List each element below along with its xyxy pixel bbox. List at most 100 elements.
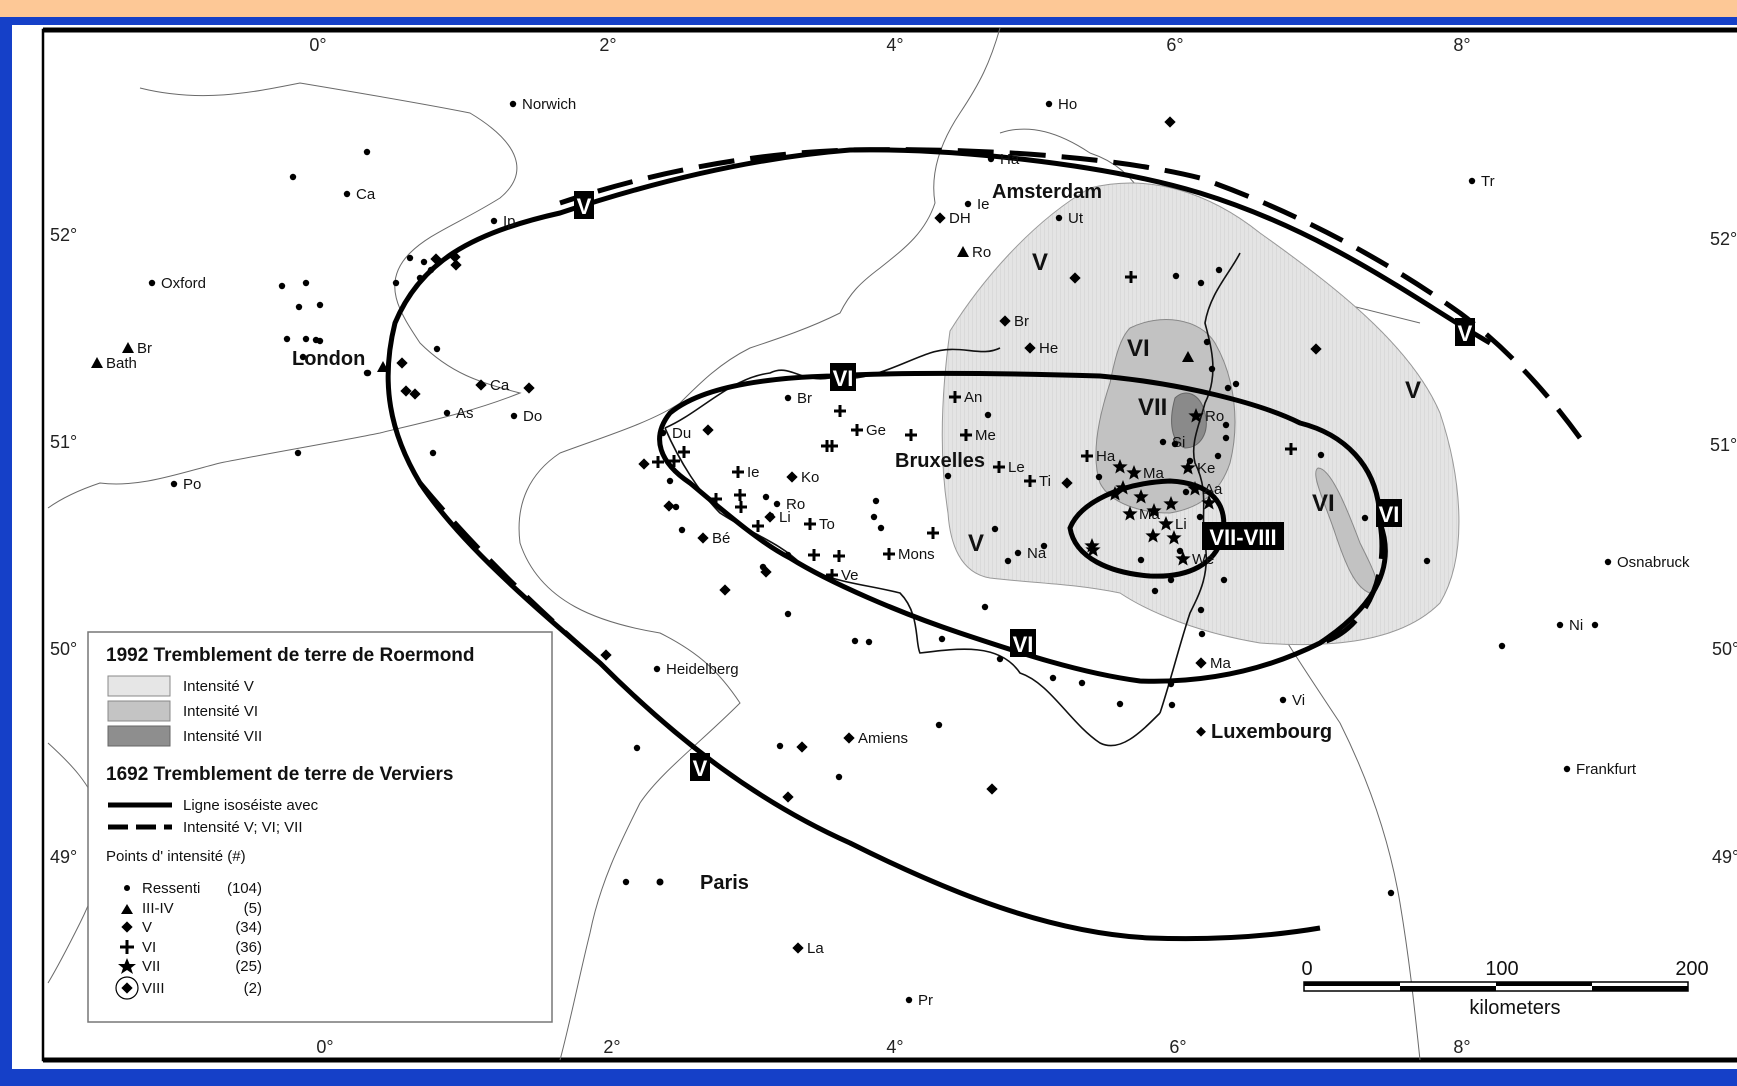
zone-intensity-vii [1171,392,1207,449]
intensity-dot [1168,701,1176,709]
city-label: Ti [1039,473,1051,490]
city-label: Ca [490,377,510,394]
city-diamond [1196,726,1206,737]
legend-point-label: VI [142,939,156,956]
intensity-dot [1095,473,1103,481]
city-dot [1159,438,1167,446]
legend-title-1692: 1692 Tremblement de terre de Verviers [106,764,453,785]
city-dot [1279,696,1287,704]
intensity-star [1115,480,1131,495]
legend-zone-vii: Intensité VII [183,728,262,745]
city-label: DH [949,210,971,227]
legend-circled-diamond-icon [115,976,139,1000]
lon-tick-bottom: 8° [1453,1037,1470,1057]
intensity-cross [668,455,680,467]
city-dot [443,409,451,417]
city-label: Ma [1143,465,1164,482]
intensity-triangle [1182,351,1194,362]
city-label: Vi [1292,692,1305,709]
legend-triangle-icon [121,904,133,914]
intensity-diamond [1069,272,1081,284]
zone-label: VI [1127,335,1150,362]
scale-tick-0: 0 [1301,958,1312,980]
city-star [1175,551,1191,566]
city-diamond [1195,657,1207,669]
isoseismal-vi-solid [657,370,1388,684]
intensity-dot [1197,606,1205,614]
intensity-dot [944,472,952,480]
svg-text:VII-VIII: VII-VIII [1209,525,1276,550]
legend-swatch-vi [107,700,171,722]
intensity-dot [851,637,859,645]
legend-cross-icon [120,940,134,954]
intensity-dot [935,721,943,729]
city-dot [659,429,667,437]
city-label-luxembourg: Luxembourg [1211,721,1332,743]
legend-title-1992: 1992 Tremblement de terre de Roermond [106,645,475,666]
lat-tick-right: 49° [1712,847,1737,867]
city-label: Ip [503,213,516,230]
city-label: Ke [1197,460,1215,477]
intensity-dot [1186,457,1194,465]
legend: 1992 Tremblement de terre de Roermond In… [87,631,553,1023]
lon-tick-bottom: 6° [1169,1037,1186,1057]
border-belgium-germany [1159,252,1241,714]
city-label: Ni [1569,617,1583,634]
city-label: Du [672,425,691,442]
legend-zone-vi: Intensité VI [183,703,258,720]
intensity-dot [1078,679,1086,687]
intensity-dot [1040,542,1048,550]
intensity-diamond [796,741,808,753]
isoseismal-v-dashed-south [418,481,602,665]
intensity-dot [984,411,992,419]
intensity-dot [1176,547,1184,555]
city-label: Ko [801,469,819,486]
intensity-dot [1498,642,1506,650]
zone-label: VII [1138,394,1167,421]
intensity-dot [302,279,310,287]
intensity-dot [1208,365,1216,373]
city-label: Po [183,476,201,493]
city-diamond [792,942,804,954]
svg-text:V: V [1458,321,1473,346]
isoseismal-v-solid [385,147,1492,942]
intensity-dot [672,503,680,511]
intensity-dot [278,282,286,290]
intensity-diamond [986,783,998,795]
intensity-diamond [1310,343,1322,355]
intensity-dot [767,512,775,520]
intensity-dot [289,173,297,181]
city-label: Ut [1068,210,1084,227]
intensity-dot [1198,630,1206,638]
intensity-cross [652,456,664,468]
legend-swatch-v [107,675,171,697]
city-dot [1604,558,1612,566]
lon-tick-top: 8° [1453,35,1470,55]
intensity-dot [759,563,767,571]
svg-text:V: V [693,756,708,781]
city-label: We [1192,551,1214,568]
intensity-dot [295,303,303,311]
isoseismal-v-dashed-north [559,147,1583,440]
intensity-dot [429,449,437,457]
intensity-diamond [638,458,650,470]
svg-text:VI: VI [1379,502,1400,527]
intensity-star [1166,530,1182,545]
lat-tick-left: 52° [50,225,77,245]
city-label: Tr [1481,173,1495,190]
intensity-cross [678,446,690,458]
intensity-diamond [430,253,442,265]
intensity-dot [1423,557,1431,565]
intensity-cross [710,493,722,505]
city-dot [987,155,995,163]
intensity-diamond [409,388,421,400]
lon-tick-bottom: 2° [603,1037,620,1057]
intensity-dot [678,526,686,534]
city-cross [732,466,744,478]
city-triangle [122,342,134,353]
city-cross [1081,450,1093,462]
intensity-dot [427,266,435,274]
city-label: Aa [1204,481,1223,498]
scale-bar: 0 100 200 kilometers [1301,958,1708,1019]
